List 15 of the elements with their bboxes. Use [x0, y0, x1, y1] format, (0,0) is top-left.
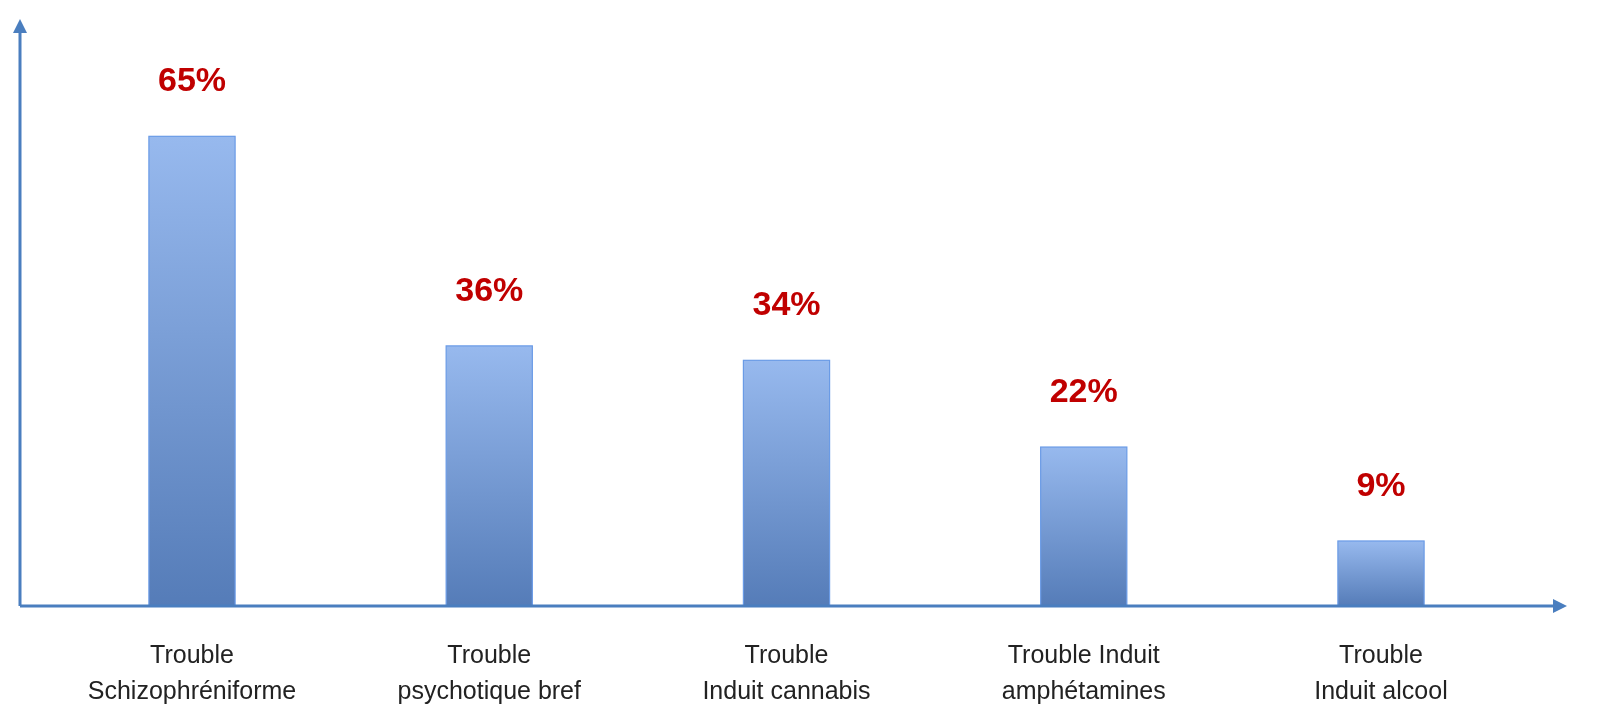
bar	[742, 359, 831, 607]
data-label: 36%	[455, 269, 524, 308]
x-tick-label: Trouble Schizophréniforme	[87, 640, 297, 704]
data-label: 65%	[157, 60, 227, 99]
data-label: 22%	[1049, 371, 1118, 410]
bar	[148, 135, 236, 607]
bar	[445, 345, 533, 607]
bar	[1040, 446, 1128, 607]
x-tick-label: Trouble Induit cannabis	[702, 640, 871, 704]
bar	[1337, 540, 1425, 607]
data-label: 34%	[752, 284, 821, 323]
x-tick-label: Trouble psychotique bref	[397, 640, 582, 704]
x-tick-label: Trouble Induit alcool	[1314, 640, 1448, 704]
x-tick-label: Trouble Induit amphétamines	[1001, 640, 1166, 704]
data-label: 9%	[1356, 464, 1406, 503]
